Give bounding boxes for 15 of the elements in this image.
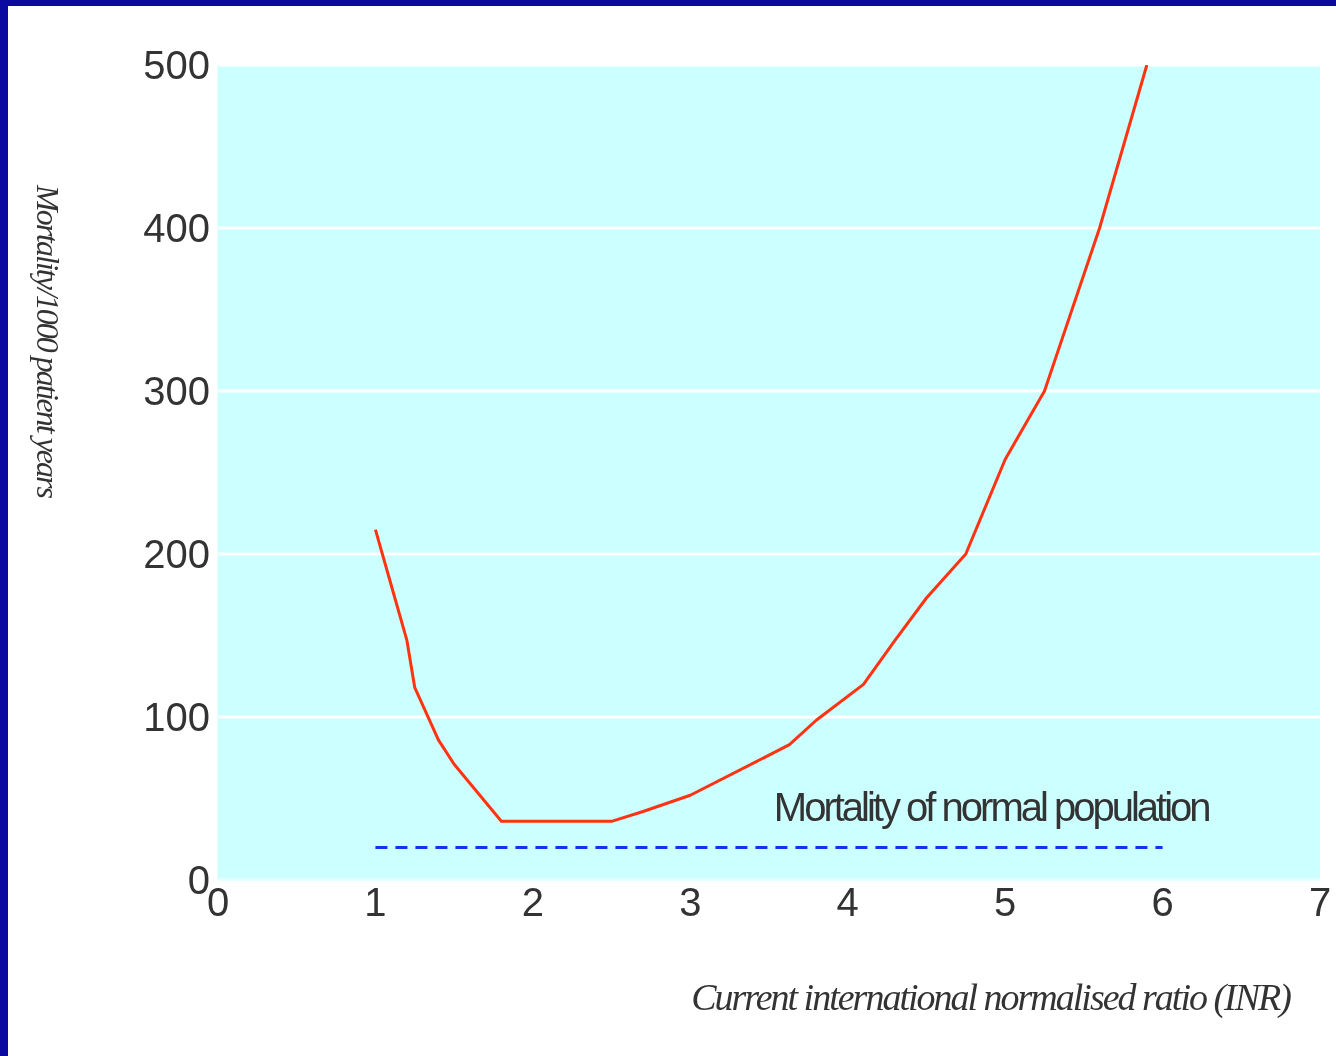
x-tick-label: 5 <box>994 880 1017 925</box>
x-tick-label: 3 <box>679 880 702 925</box>
x-tick-label: 4 <box>836 880 859 925</box>
x-tick-label: 2 <box>521 880 544 925</box>
x-tick-label: 6 <box>1151 880 1174 925</box>
y-tick-label: 200 <box>143 532 210 577</box>
x-tick-label: 7 <box>1308 880 1332 925</box>
y-axis-title: Mortality/1000 patient years <box>30 184 67 499</box>
y-tick-label: 400 <box>143 206 210 251</box>
series-label: Mortality of normal population <box>773 785 1210 830</box>
x-axis-title: Current international normalised ratio (INR) <box>691 976 1292 1019</box>
y-tick-label: 100 <box>143 695 210 740</box>
y-tick-label: 500 <box>143 43 210 88</box>
y-tick-label: 300 <box>143 369 210 414</box>
x-tick-label: 1 <box>364 880 387 925</box>
